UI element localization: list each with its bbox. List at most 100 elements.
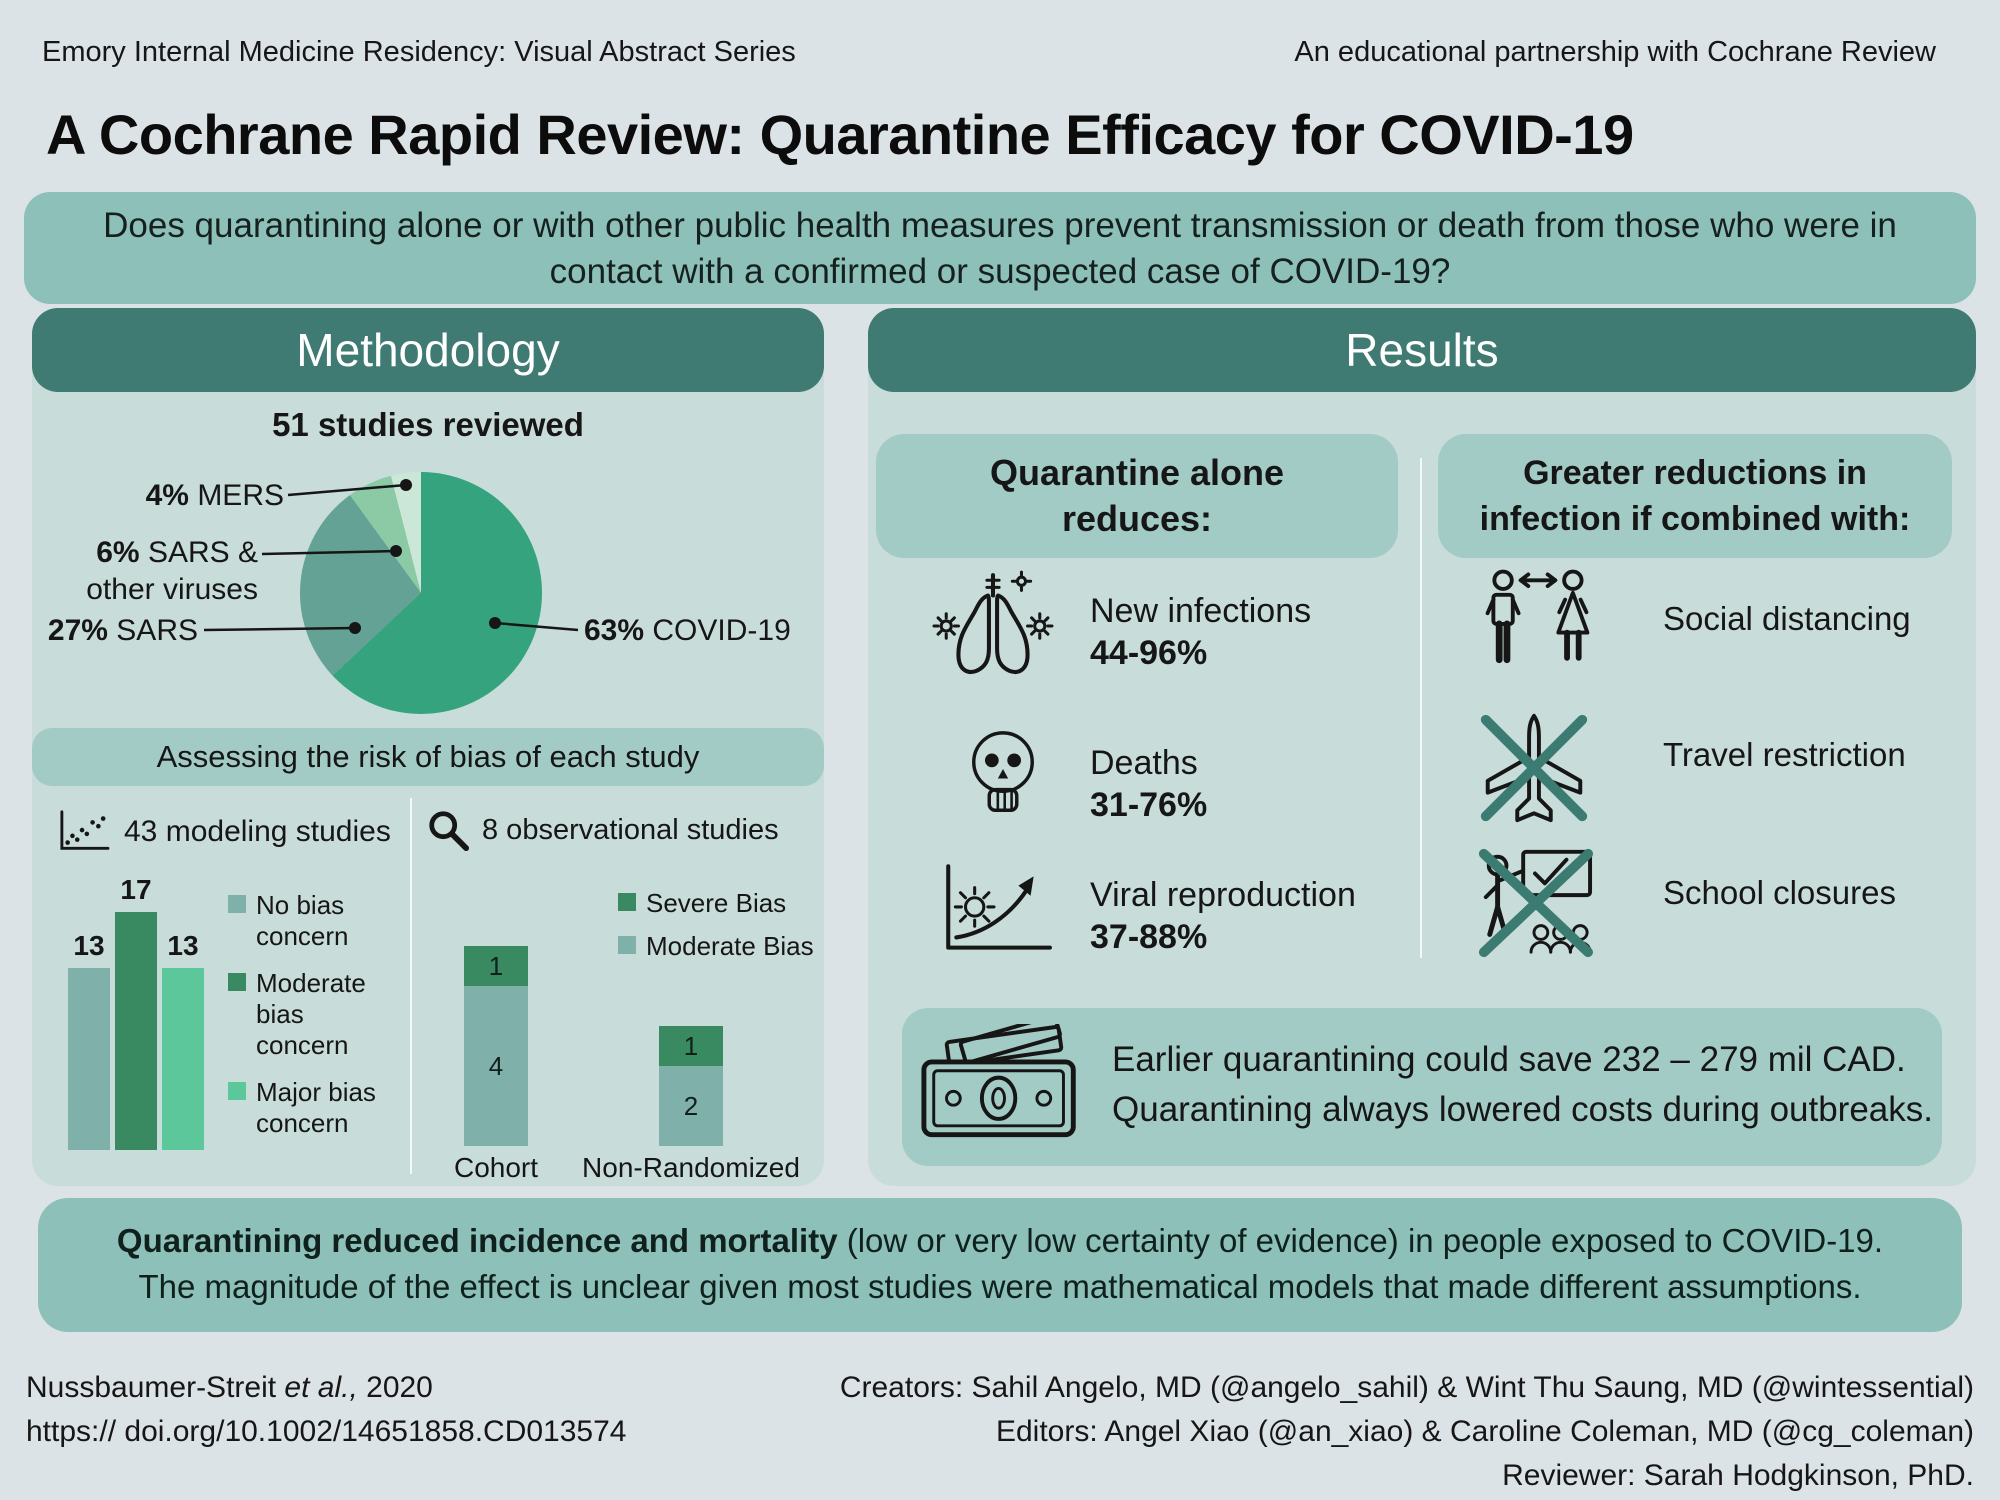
cost-savings-line1: Earlier quarantining could save 232 – 27… [1112,1040,1906,1079]
citation-etal: et al., [284,1371,358,1404]
bar-major-bias [162,968,204,1150]
reduces-label-2: Deaths [1090,744,1198,782]
modeling-bar-col: 13 [162,930,204,1150]
xlabel-nonrandomized: Non-Randomized [582,1152,800,1183]
legend-label: Major bias concern [256,1077,376,1138]
legend-label: No bias concern [256,890,349,951]
xlabel-cohort: Cohort [453,1152,539,1183]
observational-caption: 8 observational studies [426,808,779,852]
credits-reviewer: Reviewer: Sarah Hodgkinson, PhD. [1502,1459,1974,1492]
pie-label-sars-other: 6% SARS & other viruses [32,534,258,608]
modeling-caption: 43 modeling studies [54,808,391,856]
skull-icon [972,731,1034,812]
legend-swatch-moderate-bias [618,936,636,954]
pie-chart [300,472,542,714]
bar-no-bias [68,968,110,1150]
bar-value: 17 [120,874,152,905]
bias-divider [410,798,412,1174]
reduces-range-1: 44-96% [1090,634,1208,672]
legend-item: Moderate Bias [618,931,814,962]
legend-swatch-moderate-bias [228,973,246,991]
bias-banner: Assessing the risk of bias of each study [32,728,824,786]
modeling-legend: No bias concern Moderate bias concern Ma… [228,890,398,1139]
conclusion-bold: Quarantining reduced incidence and morta… [116,1222,838,1259]
combined-line1: Greater reductions in [1523,454,1867,492]
conclusion-banner: Quarantining reduced incidence and morta… [38,1198,1962,1332]
pie-label-covid: 63% COVID-19 [584,612,791,649]
credits-block: Creators: Sahil Angelo, MD (@angelo_sahi… [840,1366,1974,1498]
pie-pct-mers: 4% [145,479,189,512]
results-panel: Results Quarantine alone reduces: Greate… [868,308,1976,1186]
legend-swatch-no-bias [228,895,246,913]
legend-item: Major bias concern [228,1077,398,1139]
lungs-icon [932,570,1054,674]
cost-savings-box: Earlier quarantining could save 232 – 27… [902,1008,1942,1166]
cost-savings-line2: Quarantining always lowered costs during… [1112,1090,1933,1129]
pie-pct-covid: 63% [584,614,645,647]
results-divider [1420,458,1422,958]
pie-name-sars: SARS [116,614,198,647]
legend-label: Moderate bias concern [256,968,366,1060]
legend-item: No bias concern [228,890,398,952]
pie-name-covid: COVID-19 [652,614,791,647]
pie-leader-lines [203,479,579,634]
legend-swatch-major-bias [228,1082,246,1100]
school-closures-icon [1478,848,1594,958]
citation-post: 2020 [357,1371,433,1404]
credits-creators: Creators: Sahil Angelo, MD (@angelo_sahi… [839,1371,1974,1404]
quarantine-alone-line1: Quarantine alone [989,452,1285,493]
viral-reproduction-icon [946,864,1052,950]
conclusion-line1-rest: (low or very low certainty of evidence) … [837,1222,1884,1259]
bar-value: 13 [167,930,199,961]
modeling-caption-text: 43 modeling studies [124,815,391,848]
doi-link[interactable]: https:// doi.org/10.1002/14651858.CD0135… [26,1415,627,1448]
reduces-label-3: Viral reproduction [1090,876,1356,914]
reduces-label-1: New infections [1090,592,1312,630]
stacked-bar-cohort: 1 4 [464,946,528,1146]
money-icon [921,1024,1076,1138]
series-label: Emory Internal Medicine Residency: Visua… [42,36,796,68]
modeling-bar-chart: 13 17 13 [68,874,204,1150]
legend-item: Severe Bias [618,888,814,919]
observational-caption-text: 8 observational studies [482,813,779,846]
results-header: Results [868,308,1976,392]
pie-label-mers: 4% MERS [32,477,284,514]
combined-label-2: Travel restriction [1663,736,1906,773]
combined-line2: infection if combined with: [1479,500,1911,538]
methodology-panel: Methodology 51 studies reviewed 4% MERS … [32,308,824,1186]
partnership-label: An educational partnership with Cochrane… [1294,36,1936,68]
legend-label: Severe Bias [646,888,787,918]
pie-name2-sars-other: other viruses [86,573,258,606]
travel-restriction-icon [1480,713,1588,823]
segment-moderate: 4 [464,986,528,1146]
pie-pct-sars-other: 6% [96,536,140,569]
research-question-banner: Does quarantining alone or with other pu… [24,192,1976,304]
social-distancing-icon [1485,569,1590,664]
stacked-bar-nonrandomized: 1 2 [659,1026,723,1146]
legend-label: Moderate Bias [646,931,814,961]
magnifier-icon [429,811,470,852]
pie-pct-sars: 27% [47,614,108,647]
citation: Nussbaumer-Streit et al., 2020 [26,1366,626,1410]
page-title: A Cochrane Rapid Review: Quarantine Effi… [46,103,1634,166]
quarantine-alone-line2: reduces: [1061,498,1213,539]
bias-section: 43 modeling studies 13 17 13 [32,786,824,1186]
credits-editors: Editors: Angel Xiao (@an_xiao) & Carolin… [995,1415,1974,1448]
legend-swatch-severe-bias [618,893,636,911]
combined-measures-box: Greater reductions in infection if combi… [1438,434,1952,558]
pie-label-sars: 27% SARS [32,612,198,649]
combined-label-1: Social distancing [1663,600,1911,637]
bar-moderate-bias [115,912,157,1150]
scatter-plot-icon [60,810,110,850]
citation-block: Nussbaumer-Streit et al., 2020 https:// … [26,1366,626,1454]
conclusion-line2: The magnitude of the effect is unclear g… [138,1268,1862,1305]
quarantine-alone-box: Quarantine alone reduces: [876,434,1398,558]
segment-severe: 1 [659,1026,723,1066]
observational-legend: Severe Bias Moderate Bias [618,888,814,962]
modeling-bar-col: 17 [115,874,157,1150]
reduces-range-2: 31-76% [1090,786,1208,824]
pie-title: 51 studies reviewed [272,406,584,443]
combined-label-3: School closures [1663,874,1896,911]
pie-section: 51 studies reviewed 4% MERS 6% SARS & ot… [32,392,824,728]
